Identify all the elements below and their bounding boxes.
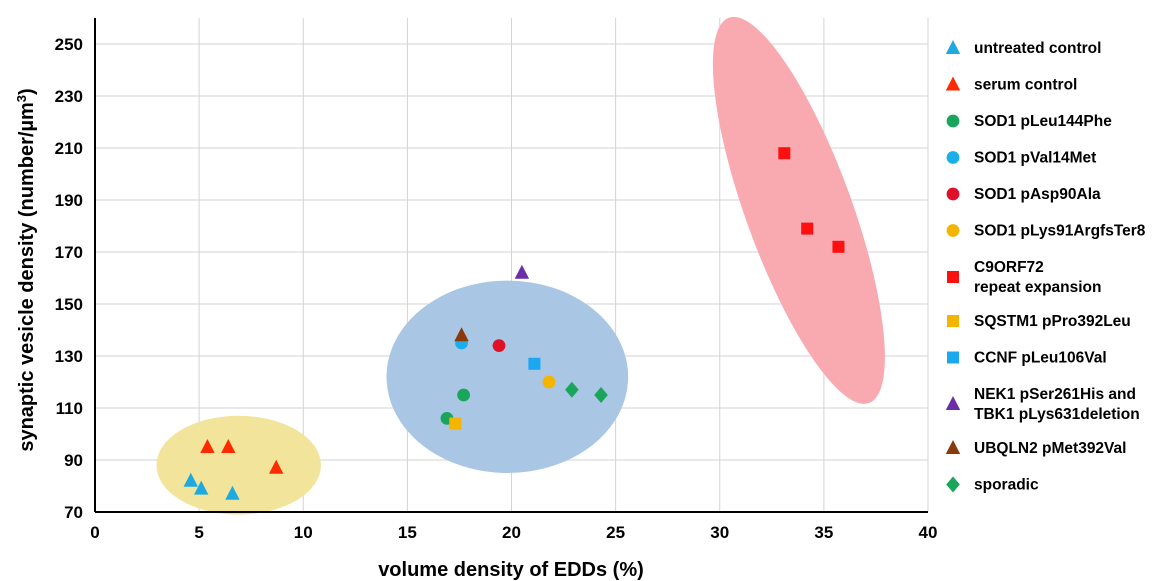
- legend-label-c9orf72-repeat-expansion: C9ORF72 repeat expansion: [974, 259, 1102, 296]
- x-tick-label: 35: [814, 523, 833, 542]
- data-point-ccnf-pleu106val: [528, 357, 541, 370]
- y-tick-label: 70: [64, 503, 83, 522]
- data-point-sod1-pasp90ala: [492, 339, 506, 352]
- legend-label-sqstm1-ppro392leu: SQSTM1 pPro392Leu: [974, 313, 1131, 330]
- x-tick-label: 20: [502, 523, 521, 542]
- legend-label-sporadic: sporadic: [974, 477, 1039, 494]
- y-tick-label: 170: [55, 243, 83, 262]
- x-tick-label: 5: [194, 523, 203, 542]
- legend-marker-untreated-control: [945, 40, 961, 54]
- legend-marker-serum-control: [945, 76, 961, 91]
- legend-marker-sporadic: [946, 476, 960, 493]
- cluster-ellipse: [712, 16, 885, 404]
- legend: untreated control serum control SOD1 pLeu1…: [945, 40, 1146, 494]
- data-point-c9orf72-repeat-expansion: [832, 240, 845, 253]
- x-tick-label: 10: [294, 523, 313, 542]
- tick-labels: 0 5 10 15 20 25 30 35 40 70 90 110 130 150 170 190 210 23…: [55, 35, 938, 542]
- x-tick-label: 25: [606, 523, 625, 542]
- legend-marker-sod1-plys91argfster8: [946, 224, 960, 237]
- axes: [94, 18, 928, 513]
- y-tick-label: 190: [55, 191, 83, 210]
- legend-label-untreated-control: untreated control: [974, 40, 1101, 57]
- y-tick-label: 150: [55, 295, 83, 314]
- data-point-untreated-control: [225, 485, 240, 500]
- legend-label-sod1-pval14met: SOD1 pVal14Met: [974, 150, 1096, 167]
- y-tick-label: 210: [55, 139, 83, 158]
- legend-label-sod1-plys91argfster8: SOD1 pLys91ArgfsTer8: [974, 223, 1146, 240]
- y-tick-label: 110: [56, 399, 83, 418]
- data-point-serum-control: [200, 439, 215, 453]
- legend-label-ubqln2-pmet392val: UBQLN2 pMet392Val: [974, 440, 1126, 457]
- legend-label-serum-control: serum control: [974, 77, 1077, 94]
- data-point-ubqln2-pmet392val: [454, 327, 469, 342]
- x-tick-label: 40: [919, 523, 938, 542]
- y-tick-label: 230: [55, 87, 83, 106]
- data-point-c9orf72-repeat-expansion: [801, 222, 814, 235]
- legend-marker-sqstm1-ppro392leu: [947, 315, 959, 327]
- data-point-untreated-control: [183, 472, 198, 487]
- legend-label-ccnf-pleu106val: CCNF pLeu106Val: [974, 350, 1107, 367]
- data-point-sporadic: [565, 381, 579, 398]
- data-point-serum-control: [268, 459, 284, 474]
- x-axis-title: volume density of EDDs (%): [378, 559, 644, 581]
- y-tick-label: 90: [64, 451, 83, 470]
- legend-label-sod1-pleu144phe: SOD1 pLeu144Phe: [974, 113, 1112, 130]
- cluster-ellipses: [156, 16, 885, 515]
- y-axis-title: synaptic vesicle density (number/µm3): [14, 88, 39, 451]
- legend-marker-ubqln2-pmet392val: [945, 440, 961, 454]
- legend-marker-nek1-pser261his-and-tbk1-plys631deletion: [945, 396, 961, 410]
- data-point-serum-control: [221, 439, 236, 453]
- x-tick-label: 30: [710, 523, 729, 542]
- legend-marker-sod1-pleu144phe: [946, 114, 960, 128]
- data-point-sod1-plys91argfster8: [542, 375, 556, 389]
- legend-marker-ccnf-pleu106val: [947, 351, 959, 364]
- legend-marker-sod1-pasp90ala: [946, 187, 960, 201]
- data-point-nek1-pser261his-and-tbk1-plys631deletion: [514, 264, 530, 279]
- x-tick-label: 15: [398, 523, 417, 542]
- y-tick-label: 130: [55, 347, 83, 366]
- y-tick-label: 250: [55, 35, 83, 54]
- data-point-sporadic: [594, 387, 608, 403]
- legend-marker-c9orf72-repeat-expansion: [947, 271, 959, 283]
- data-point-untreated-control: [194, 480, 209, 495]
- legend-label-nek1-pser261his-and-tbk1-plys631deletion: NEK1 pSer261His and TBK1 pLys631deletion: [974, 386, 1140, 423]
- data-point-sod1-pleu144phe: [457, 388, 471, 402]
- x-tick-label: 0: [90, 523, 99, 542]
- cluster-ellipse: [386, 280, 629, 473]
- data-point-sqstm1-ppro392leu: [449, 417, 462, 430]
- legend-marker-sod1-pval14met: [946, 151, 960, 164]
- legend-label-sod1-pasp90ala: SOD1 pAsp90Ala: [974, 186, 1101, 203]
- data-points: [183, 147, 845, 500]
- data-point-c9orf72-repeat-expansion: [778, 147, 791, 160]
